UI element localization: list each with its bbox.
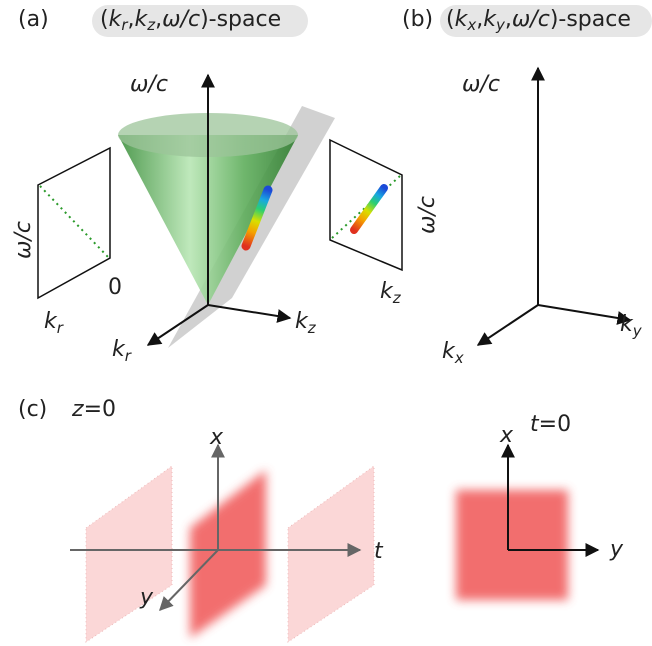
text-part: , xyxy=(128,7,135,32)
text-part: x xyxy=(454,349,464,367)
heading: (kr,kz,ω/c)-space xyxy=(100,7,281,34)
panel-label: (c) xyxy=(18,397,47,422)
text-part: ( xyxy=(446,7,455,32)
axis-label: t xyxy=(374,539,384,564)
text-part: x xyxy=(466,16,476,34)
inset-frame xyxy=(38,148,110,298)
text-part: , xyxy=(155,7,162,32)
pulse-plane-faded xyxy=(86,466,172,642)
text-part: )-space xyxy=(200,7,281,32)
zero-label: 0 xyxy=(108,275,122,300)
heading: z=0 xyxy=(71,397,116,422)
axis-label: ω/c xyxy=(462,72,500,97)
axis-label: y xyxy=(609,537,624,562)
text-part: , xyxy=(476,7,483,32)
pulse-plane xyxy=(190,470,266,638)
panel-a-heading: (a) (kr,kz,ω/c)-space xyxy=(18,5,308,37)
panel-label: (b) xyxy=(402,7,433,32)
axis-label: ω/c xyxy=(11,221,36,259)
axis xyxy=(478,305,538,345)
axis-label: kz xyxy=(380,279,402,307)
axis-label: x xyxy=(209,425,224,450)
text-part: z xyxy=(392,289,402,307)
text-part: ω/c xyxy=(512,7,550,32)
text-part: ( xyxy=(100,7,109,32)
text-part: y xyxy=(632,322,643,340)
figure: (a) (kr,kz,ω/c)-space ω/c kz kr ω/c 0 kr… xyxy=(0,0,652,646)
text-part: =0 xyxy=(539,412,571,437)
text-part: =0 xyxy=(84,397,116,422)
axis-label: y xyxy=(139,585,154,610)
text-part: , xyxy=(505,7,512,32)
axis-label: kr xyxy=(44,309,64,337)
axis-label: kr xyxy=(112,337,132,365)
text-part: )-space xyxy=(550,7,631,32)
inset-frame xyxy=(330,140,402,270)
axis xyxy=(538,305,630,320)
panel-c: (c) z=0 x t y t=0 x y xyxy=(18,397,624,642)
heading: t=0 xyxy=(530,412,571,437)
axis-label: x xyxy=(499,423,514,448)
panel-label: (a) xyxy=(18,7,49,32)
inset-left: ω/c 0 kr xyxy=(11,148,122,337)
axis xyxy=(208,305,290,318)
text-part: z xyxy=(71,397,84,422)
pulse-spot xyxy=(456,490,568,600)
text-part: ω/c xyxy=(162,7,200,32)
pulse-plane-faded xyxy=(288,466,374,642)
panel-b: (b) (kx,ky,ω/c)-space ω/c ky kx xyxy=(402,5,652,367)
axis-label: kx xyxy=(442,339,464,367)
cone-diagram: ω/c kz kr xyxy=(112,72,335,365)
axis-label: ω/c xyxy=(130,72,168,97)
axis-label: ky xyxy=(620,312,643,340)
axis-label: kz xyxy=(295,309,317,337)
text-part: r xyxy=(57,319,64,337)
text-part: z xyxy=(307,319,317,337)
inset-right: ω/c kz xyxy=(330,140,440,307)
text-part: r xyxy=(125,347,132,365)
axis-label: ω/c xyxy=(415,196,440,234)
